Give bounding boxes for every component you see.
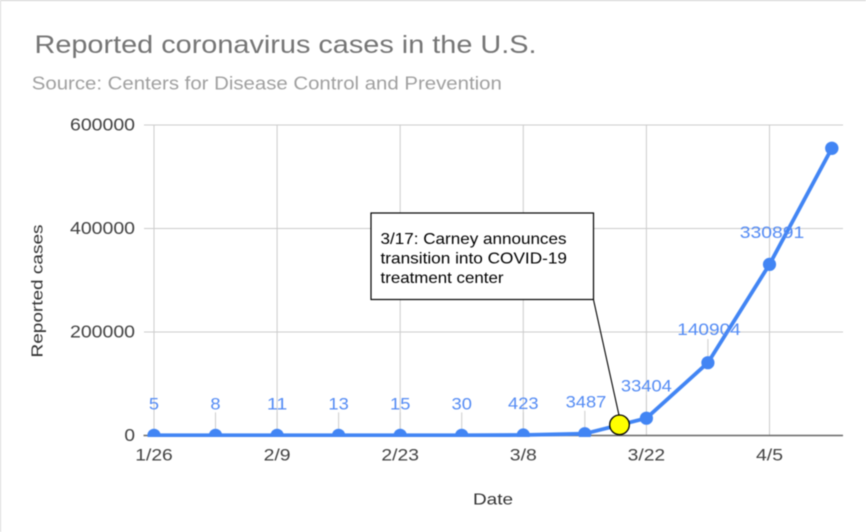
svg-text:Reported cases: Reported cases: [30, 225, 47, 358]
svg-text:5: 5: [149, 394, 159, 413]
svg-text:3/8: 3/8: [510, 446, 537, 464]
svg-text:600000: 600000: [70, 115, 135, 135]
svg-text:13: 13: [328, 394, 348, 413]
svg-text:3487: 3487: [566, 393, 607, 412]
svg-text:2/23: 2/23: [381, 446, 419, 464]
svg-text:400000: 400000: [70, 218, 135, 238]
svg-text:transition into COVID-19: transition into COVID-19: [381, 251, 568, 268]
svg-text:330891: 330891: [740, 223, 805, 242]
svg-text:8: 8: [210, 394, 220, 413]
svg-text:30: 30: [452, 394, 472, 413]
svg-text:treatment center: treatment center: [381, 270, 505, 287]
svg-text:1/26: 1/26: [135, 446, 173, 464]
svg-text:3/17: Carney announces: 3/17: Carney announces: [381, 231, 567, 248]
svg-text:4/5: 4/5: [756, 446, 783, 464]
svg-text:140904: 140904: [677, 320, 741, 339]
svg-text:Reported coronavirus cases in: Reported coronavirus cases in the U.S.: [35, 31, 537, 59]
svg-text:33404: 33404: [621, 377, 672, 396]
svg-text:Date: Date: [473, 492, 513, 509]
svg-text:200000: 200000: [70, 322, 135, 342]
svg-text:0: 0: [124, 425, 135, 445]
svg-text:2/9: 2/9: [264, 446, 291, 464]
svg-text:11: 11: [267, 394, 287, 413]
svg-text:15: 15: [390, 394, 410, 413]
svg-text:423: 423: [508, 394, 539, 413]
svg-text:3/22: 3/22: [628, 446, 666, 464]
svg-text:Source: Centers for Disease Co: Source: Centers for Disease Control and …: [32, 73, 502, 94]
